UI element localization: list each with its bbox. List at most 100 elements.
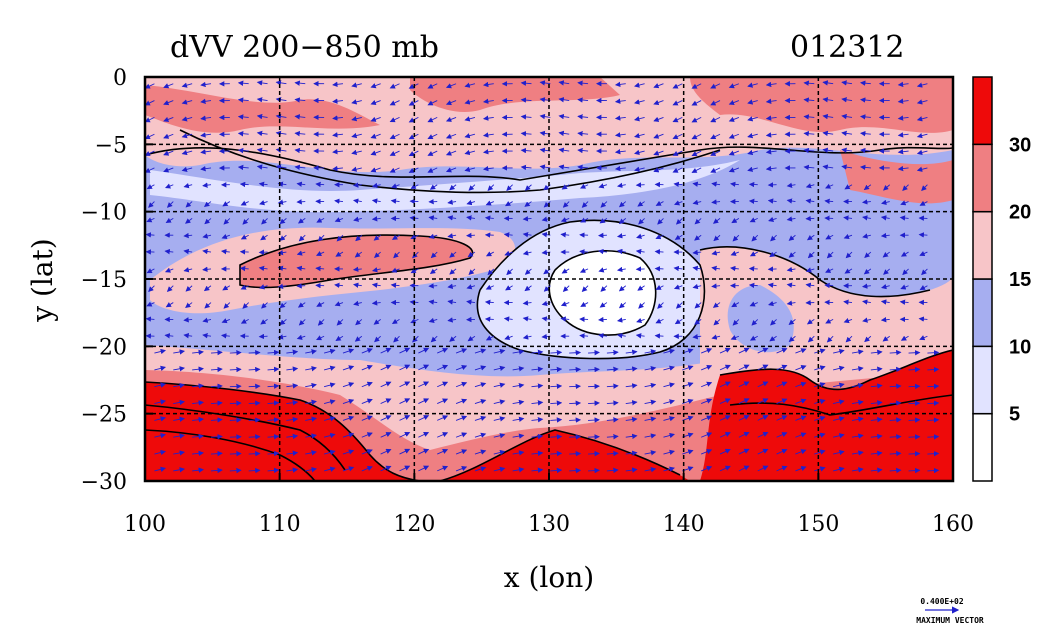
wind-vector <box>577 130 589 137</box>
wind-vector <box>719 432 731 438</box>
x-tick-label: 110 <box>259 512 301 537</box>
wind-vector <box>606 383 619 389</box>
colorbar-label: 20 <box>1009 202 1031 224</box>
wind-vector <box>822 97 834 103</box>
wind-vector <box>229 451 242 457</box>
wind-vector <box>682 415 694 421</box>
wind-vector <box>927 434 940 440</box>
wind-vector <box>316 217 325 223</box>
colorbar-label: 15 <box>1009 269 1031 291</box>
wind-vector <box>598 248 607 255</box>
wind-vector <box>531 416 544 423</box>
wind-vector <box>851 399 864 406</box>
wind-vector <box>305 450 317 456</box>
wind-vector <box>210 349 223 356</box>
wind-vector <box>814 466 826 472</box>
wind-vector <box>522 216 532 222</box>
wind-vector <box>710 100 721 106</box>
contour-line <box>145 146 953 181</box>
wind-vector <box>370 83 381 89</box>
wind-vector <box>569 366 582 373</box>
wind-vector <box>541 316 551 322</box>
wind-vector <box>145 133 155 140</box>
wind-vector <box>899 215 909 221</box>
wind-vector <box>512 467 525 473</box>
wind-vector <box>580 217 589 223</box>
wind-vector <box>927 451 940 457</box>
wind-vector <box>317 234 325 242</box>
wind-vector <box>625 400 638 406</box>
wind-vector <box>713 234 721 242</box>
wind-vector <box>918 316 928 322</box>
wind-vector <box>636 317 645 324</box>
wind-vector <box>256 130 268 137</box>
wind-vector <box>710 116 721 123</box>
wind-vector <box>202 333 212 339</box>
wind-vector <box>749 301 758 307</box>
wind-vector <box>606 349 619 356</box>
wind-vector <box>880 215 890 221</box>
wind-vector <box>192 400 204 406</box>
wind-vector <box>927 383 940 390</box>
wind-vector <box>455 449 468 455</box>
wind-vector <box>825 267 834 273</box>
wind-vector <box>200 81 212 88</box>
wind-vector <box>294 164 306 171</box>
wind-vector <box>522 316 532 322</box>
wind-vector <box>200 98 212 105</box>
wind-vector <box>351 116 362 122</box>
wind-vector <box>315 251 325 256</box>
wind-vector <box>908 350 921 356</box>
wind-vector <box>653 133 664 139</box>
wind-vector <box>577 164 589 171</box>
wind-vector <box>655 234 664 240</box>
wind-vector <box>562 201 570 208</box>
wind-vector <box>768 300 777 307</box>
wind-vector <box>577 114 589 120</box>
wind-vector <box>493 466 506 472</box>
wind-vector <box>795 381 807 388</box>
wind-vector <box>749 335 758 341</box>
wind-vector <box>701 432 713 438</box>
wind-vector <box>880 299 890 305</box>
wind-vector <box>145 316 155 322</box>
wind-vector <box>165 217 174 223</box>
wind-vector <box>210 450 223 457</box>
wind-vector <box>770 234 777 242</box>
wind-vector <box>192 366 204 372</box>
wind-vector <box>342 382 355 388</box>
wind-vector <box>691 150 702 157</box>
wind-vector <box>163 83 174 89</box>
wind-vector <box>663 416 675 422</box>
wind-vector <box>701 381 713 388</box>
wind-vector <box>653 167 664 173</box>
wind-vector <box>749 251 758 257</box>
wind-vector <box>256 164 268 170</box>
wind-vector <box>474 432 487 438</box>
wind-vector <box>711 283 721 289</box>
wind-vector <box>239 181 249 188</box>
wind-vector <box>672 83 683 89</box>
wind-vector <box>927 400 940 406</box>
wind-vector <box>427 100 438 106</box>
wind-vector <box>389 100 400 106</box>
wind-vector <box>166 201 174 208</box>
wind-vector <box>164 333 174 339</box>
wind-vector <box>825 234 834 240</box>
wind-vector <box>531 467 544 473</box>
wind-vector <box>844 268 853 274</box>
wind-vector <box>183 182 193 189</box>
wind-vector <box>372 267 381 273</box>
wind-vector <box>505 285 513 291</box>
wind-vector <box>408 100 419 106</box>
field-interior-min <box>549 250 656 336</box>
wind-vector <box>148 285 155 293</box>
wind-vector <box>390 282 400 289</box>
contour-line <box>439 429 681 481</box>
wind-vector <box>237 164 249 171</box>
wind-vector <box>738 465 750 472</box>
wind-vector <box>399 347 411 354</box>
wind-vector <box>803 164 815 171</box>
y-tick-label: −20 <box>81 335 127 360</box>
wind-vector <box>588 400 600 406</box>
